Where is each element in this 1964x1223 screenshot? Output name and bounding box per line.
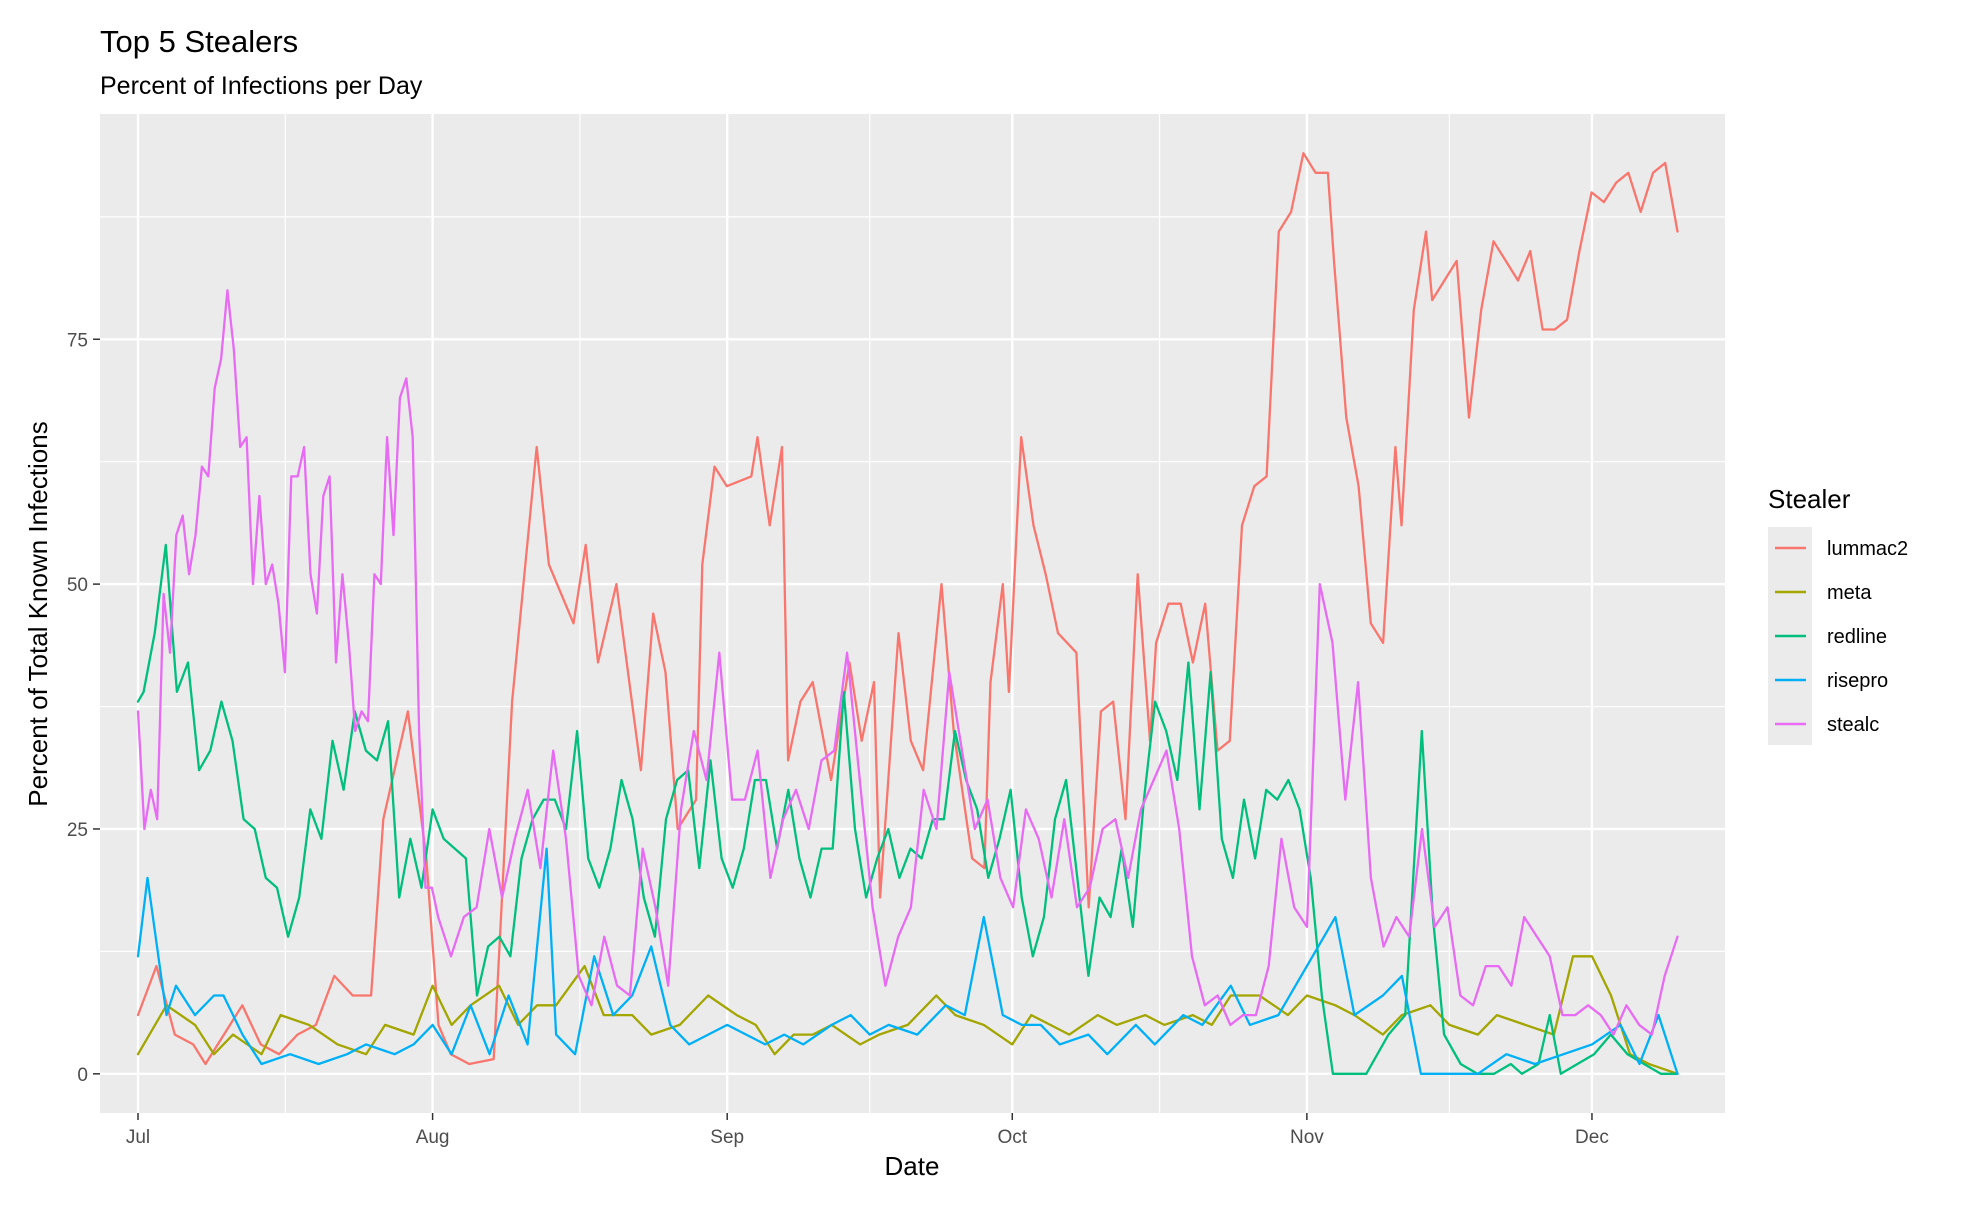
x-tick-label: Nov <box>1290 1127 1324 1148</box>
legend-items: lummac2 meta redline risepro stealc <box>1775 538 1908 736</box>
plot-panel <box>100 114 1725 1113</box>
x-axis-title: Date <box>885 1151 940 1181</box>
x-tick-label: Sep <box>710 1127 744 1148</box>
legend: Stealer lummac2 meta redline risepro stealc <box>1768 484 1908 745</box>
x-tick-label: Dec <box>1575 1127 1609 1148</box>
series-line-risepro <box>136 847 1679 1075</box>
x-tick-label: Jul <box>126 1127 150 1148</box>
series-line-lummac2 <box>136 152 1679 1066</box>
series-lines <box>136 152 1679 1075</box>
y-tick-label: 75 <box>67 330 88 351</box>
y-axis: 0 25 50 75 <box>67 330 100 1086</box>
chart-title: Top 5 Stealers <box>100 24 298 59</box>
chart-subtitle: Percent of Infections per Day <box>100 72 423 100</box>
y-tick-label: 50 <box>67 575 88 596</box>
y-axis-title: Percent of Total Known Infections <box>23 421 53 806</box>
x-tick-label: Oct <box>997 1127 1027 1148</box>
legend-label-meta: meta <box>1827 582 1872 604</box>
legend-label-redline: redline <box>1827 626 1887 648</box>
x-axis: Jul Aug Sep Oct Nov Dec <box>126 1113 1609 1148</box>
legend-title: Stealer <box>1768 484 1851 514</box>
series-line-redline <box>136 543 1679 1075</box>
legend-label-stealc: stealc <box>1827 714 1879 736</box>
y-tick-label: 0 <box>77 1065 88 1086</box>
legend-label-lummac2: lummac2 <box>1827 538 1908 560</box>
series-line-meta <box>136 955 1679 1075</box>
legend-label-risepro: risepro <box>1827 670 1888 692</box>
minor-gridlines <box>100 114 1725 1113</box>
y-tick-label: 25 <box>67 820 88 841</box>
series-line-stealc <box>136 289 1679 1036</box>
x-tick-label: Aug <box>416 1127 450 1148</box>
